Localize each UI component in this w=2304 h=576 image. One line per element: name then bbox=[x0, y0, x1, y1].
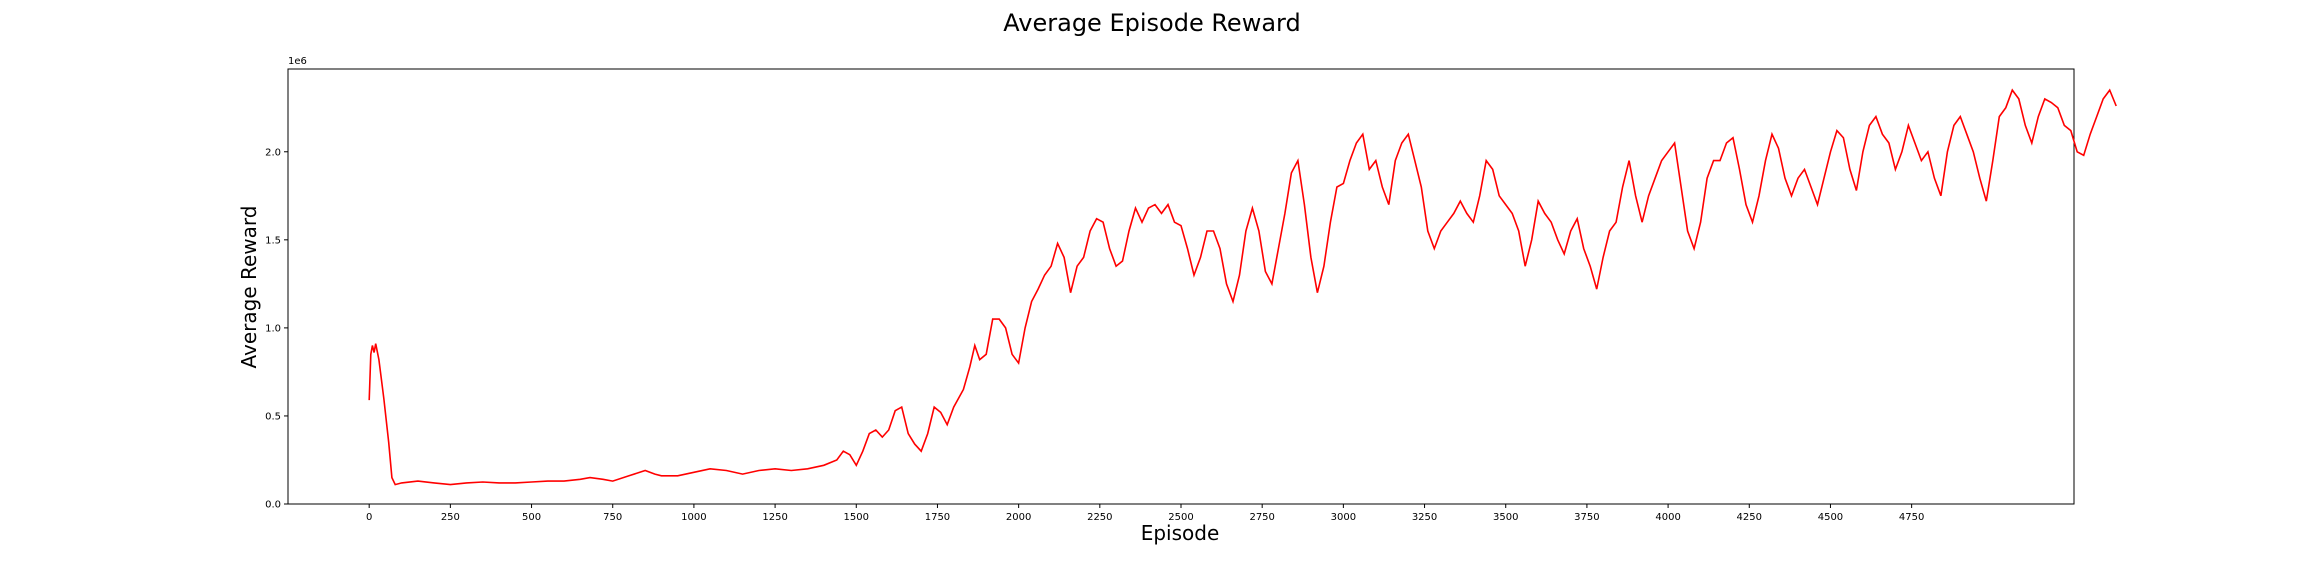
x-tick-label: 3500 bbox=[1493, 512, 1518, 523]
series-line bbox=[368, 88, 2117, 486]
chart-title: Average Episode Reward bbox=[1003, 9, 1300, 37]
x-tick-label: 4000 bbox=[1655, 512, 1680, 523]
x-tick-label: 4250 bbox=[1737, 512, 1762, 523]
x-tick-label: 2000 bbox=[1006, 512, 1031, 523]
x-tick-label: 0 bbox=[366, 512, 372, 523]
x-axis: 0 250 500 750 1000 1250 1500 1750 2000 2250 2500 27… bbox=[366, 504, 1924, 523]
y-axis-label: Average Reward bbox=[237, 206, 261, 369]
x-tick-label: 1000 bbox=[681, 512, 706, 523]
x-axis-label: Episode bbox=[1141, 521, 1220, 545]
x-tick-label: 1750 bbox=[925, 512, 950, 523]
x-tick-label: 4500 bbox=[1818, 512, 1843, 523]
y-tick-label: 1.5 bbox=[265, 235, 281, 246]
x-tick-label: 4750 bbox=[1899, 512, 1924, 523]
x-tick-label: 3250 bbox=[1412, 512, 1437, 523]
x-tick-label: 1250 bbox=[762, 512, 787, 523]
y-offset-label: 1e6 bbox=[288, 56, 307, 67]
x-tick-label: 2250 bbox=[1087, 512, 1112, 523]
x-tick-label: 2500 bbox=[1168, 512, 1193, 523]
x-tick-label: 3750 bbox=[1574, 512, 1599, 523]
x-tick-label: 1500 bbox=[844, 512, 869, 523]
y-tick-label: 1.0 bbox=[265, 323, 281, 334]
x-tick-label: 2750 bbox=[1249, 512, 1274, 523]
x-tick-label: 3000 bbox=[1331, 512, 1356, 523]
y-tick-label: 0.5 bbox=[265, 411, 281, 422]
x-tick-label: 250 bbox=[441, 512, 460, 523]
x-tick-label: 500 bbox=[522, 512, 541, 523]
x-tick-label: 750 bbox=[603, 512, 622, 523]
y-axis: 0.0 0.5 1.0 1.5 2.0 bbox=[265, 147, 288, 511]
y-tick-label: 2.0 bbox=[265, 147, 281, 158]
y-tick-label: 0.0 bbox=[265, 500, 281, 511]
